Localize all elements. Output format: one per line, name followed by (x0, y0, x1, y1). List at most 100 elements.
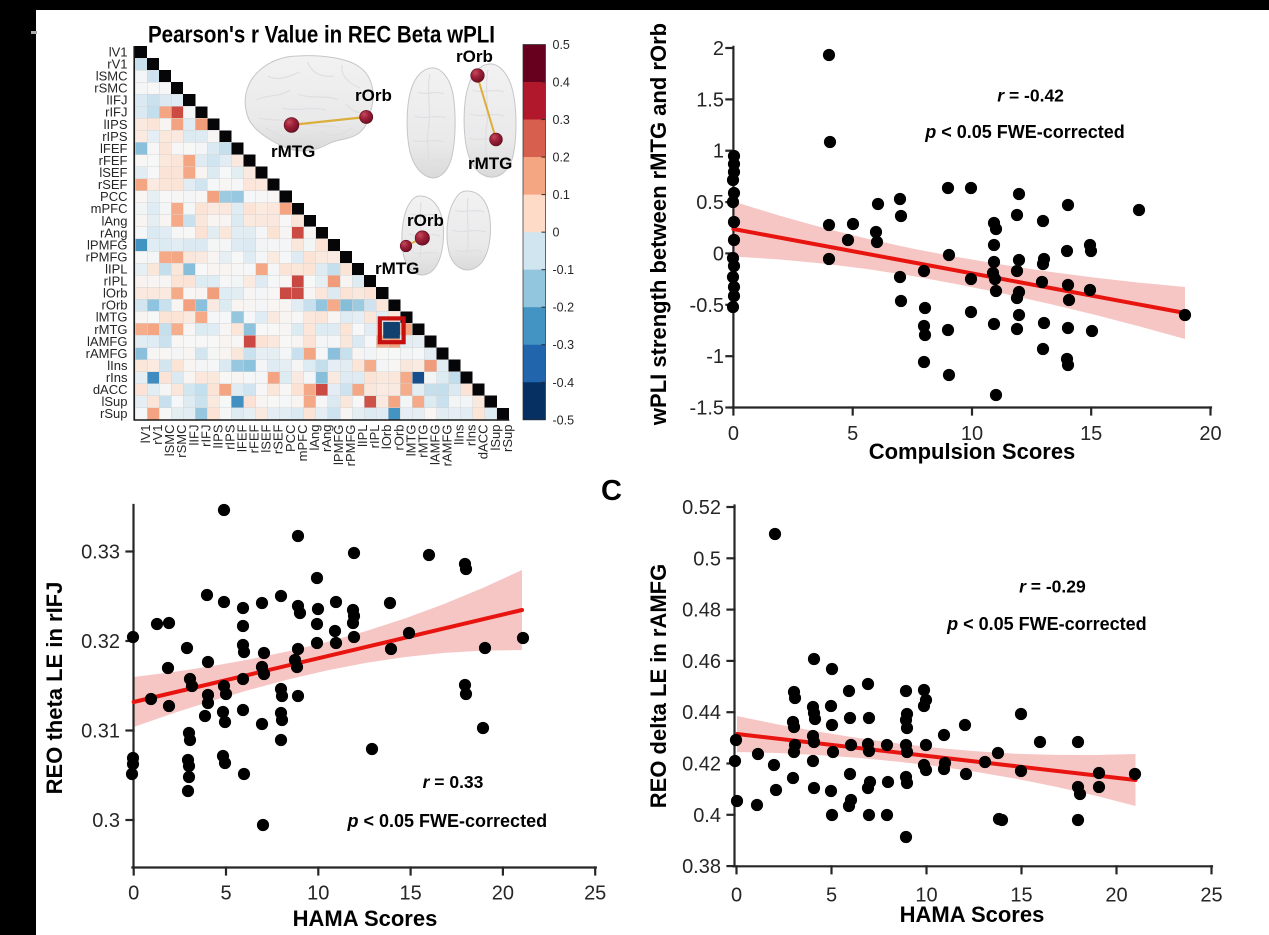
svg-text:p < 0.05 FWE-corrected: p < 0.05 FWE-corrected (347, 811, 548, 831)
svg-text:10: 10 (915, 885, 937, 907)
svg-text:rOrb: rOrb (102, 298, 128, 313)
svg-text:rOrb: rOrb (456, 47, 493, 66)
svg-text:lIPS: lIPS (210, 424, 225, 448)
svg-text:rIFJ: rIFJ (105, 105, 127, 120)
svg-text:rSEF: rSEF (98, 177, 128, 192)
svg-text:0.4: 0.4 (553, 76, 570, 90)
svg-text:Compulsion Scores: Compulsion Scores (869, 439, 1076, 464)
svg-text:-0.1: -0.1 (553, 263, 575, 277)
svg-text:lSMC: lSMC (96, 69, 128, 84)
svg-text:rMTG: rMTG (94, 322, 127, 337)
svg-text:10: 10 (307, 883, 329, 905)
svg-text:dACC: dACC (476, 425, 491, 460)
svg-text:rIPS: rIPS (102, 129, 128, 144)
svg-text:rOrb: rOrb (355, 86, 392, 105)
svg-text:lIFJ: lIFJ (107, 93, 128, 108)
svg-text:lPMFG: lPMFG (331, 425, 346, 465)
svg-text:rAng: rAng (319, 425, 334, 452)
svg-text:lV1: lV1 (138, 425, 153, 444)
svg-text:lSMC: lSMC (162, 425, 177, 457)
svg-text:0.5: 0.5 (553, 38, 570, 52)
svg-text:lSup: lSup (488, 425, 503, 451)
svg-text:0.33: 0.33 (81, 542, 120, 564)
svg-text:rOrb: rOrb (391, 425, 406, 451)
svg-text:2: 2 (713, 38, 724, 60)
svg-text:-0.5: -0.5 (553, 413, 575, 427)
svg-text:lAng: lAng (307, 425, 322, 451)
svg-text:0.2: 0.2 (553, 151, 570, 165)
svg-text:5: 5 (847, 423, 858, 445)
svg-text:rPMFG: rPMFG (343, 425, 358, 467)
svg-text:0.31: 0.31 (81, 721, 120, 743)
svg-text:0.44: 0.44 (682, 702, 721, 724)
svg-text:rMTG: rMTG (375, 259, 419, 278)
svg-text:0: 0 (713, 243, 724, 265)
svg-text:rAMFG: rAMFG (86, 346, 128, 361)
svg-text:0.42: 0.42 (682, 754, 721, 776)
svg-text:lFEF: lFEF (235, 424, 250, 452)
svg-text:lAng: lAng (101, 213, 127, 228)
svg-text:HAMA Scores: HAMA Scores (900, 902, 1045, 927)
svg-text:0: 0 (128, 883, 139, 905)
svg-text:1.5: 1.5 (696, 89, 724, 111)
svg-text:lMTG: lMTG (96, 310, 128, 325)
svg-text:lIns: lIns (452, 424, 467, 445)
svg-text:lIPL: lIPL (105, 262, 127, 277)
svg-text:lPMFG: lPMFG (87, 237, 127, 252)
svg-text:lAMFG: lAMFG (428, 425, 443, 465)
svg-text:rIns: rIns (464, 424, 479, 446)
svg-text:p < 0.05 FWE-corrected: p < 0.05 FWE-corrected (946, 614, 1147, 634)
svg-text:lSup: lSup (101, 394, 127, 409)
svg-text:PCC: PCC (283, 425, 298, 452)
svg-text:lOrb: lOrb (103, 286, 128, 301)
svg-text:rMTG: rMTG (271, 142, 315, 161)
svg-text:15: 15 (1080, 423, 1102, 445)
svg-text:lIFJ: lIFJ (186, 425, 201, 446)
svg-text:REO delta LE in rAMFG: REO delta LE in rAMFG (646, 564, 671, 808)
svg-text:-0.2: -0.2 (553, 301, 575, 315)
svg-text:rIns: rIns (106, 370, 128, 385)
svg-text:PCC: PCC (100, 189, 127, 204)
svg-text:rFEF: rFEF (247, 424, 262, 453)
svg-text:r = -0.29: r = -0.29 (1019, 577, 1086, 597)
svg-text:rIPS: rIPS (223, 424, 238, 450)
svg-text:rSup: rSup (500, 425, 515, 452)
svg-text:rV1: rV1 (150, 425, 165, 445)
svg-text:C: C (601, 475, 622, 507)
svg-text:lSEF: lSEF (99, 165, 127, 180)
svg-text:rMTG: rMTG (468, 154, 512, 173)
svg-text:20: 20 (1199, 423, 1221, 445)
svg-text:0.32: 0.32 (81, 631, 120, 653)
svg-text:p < 0.05 FWE-corrected: p < 0.05 FWE-corrected (924, 122, 1125, 142)
svg-text:1: 1 (713, 141, 724, 163)
svg-text:-0.5: -0.5 (690, 295, 724, 317)
svg-text:lFEF: lFEF (100, 141, 128, 156)
svg-text:rPMFG: rPMFG (86, 249, 128, 264)
svg-text:0: 0 (728, 423, 739, 445)
svg-text:r = -0.42: r = -0.42 (997, 86, 1064, 106)
svg-text:wPLI strength between rMTG and: wPLI strength between rMTG and rOrb (646, 23, 671, 426)
svg-text:0.3: 0.3 (553, 113, 570, 127)
svg-text:rAMFG: rAMFG (440, 425, 455, 467)
svg-text:Pearson's r Value in REC Beta: Pearson's r Value in REC Beta wPLI (148, 22, 495, 49)
svg-text:25: 25 (1200, 885, 1222, 907)
svg-text:-1.5: -1.5 (690, 398, 724, 420)
svg-text:0: 0 (731, 885, 742, 907)
svg-text:rAng: rAng (100, 225, 127, 240)
svg-text:-0.3: -0.3 (553, 338, 575, 352)
svg-text:0: 0 (553, 226, 560, 240)
svg-text:0.5: 0.5 (693, 548, 721, 570)
svg-text:rMTG: rMTG (415, 425, 430, 458)
svg-text:mPFC: mPFC (91, 201, 128, 216)
svg-text:20: 20 (492, 883, 514, 905)
svg-text:rIPL: rIPL (367, 425, 382, 449)
svg-text:rSup: rSup (100, 406, 127, 421)
svg-text:lIns: lIns (107, 358, 128, 373)
svg-text:0.46: 0.46 (682, 651, 721, 673)
svg-text:-1: -1 (706, 346, 724, 368)
svg-text:rSMC: rSMC (94, 81, 127, 96)
svg-text:REO theta LE in rIFJ: REO theta LE in rIFJ (42, 582, 67, 795)
svg-text:rOrb: rOrb (407, 211, 444, 230)
svg-text:HAMA Scores: HAMA Scores (293, 906, 438, 931)
svg-text:lIPL: lIPL (355, 425, 370, 447)
